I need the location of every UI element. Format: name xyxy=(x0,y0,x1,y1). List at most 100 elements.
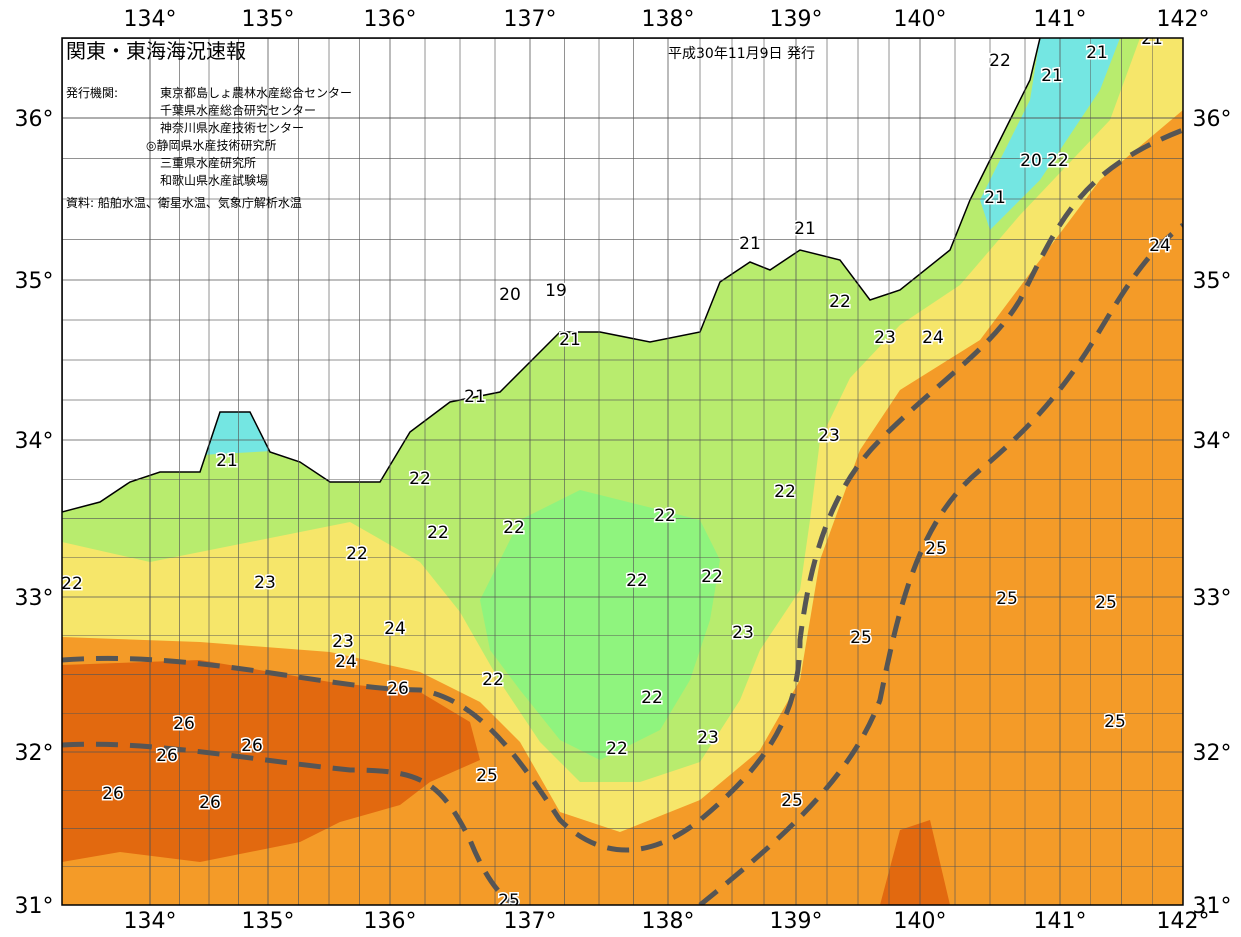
contour-label: 22 xyxy=(701,567,723,587)
current-axis xyxy=(698,223,1183,905)
axis-labels: 134° 134° 135° 135° 136° 136° 137° 137° 138° 138°… xyxy=(15,7,1232,934)
land xyxy=(62,38,1041,513)
contour-label: 25 xyxy=(498,891,520,911)
contour-label: 21 xyxy=(559,330,581,350)
contour-label: 19 xyxy=(545,281,567,301)
contour-label: 23 xyxy=(332,632,354,652)
contour-label: 24 xyxy=(384,619,406,639)
contour-label: 22 xyxy=(774,482,796,502)
agencies-label: 発行機関: xyxy=(66,85,118,100)
contour-label: 26 xyxy=(173,714,195,734)
contour-label: 25 xyxy=(996,589,1018,609)
lat-label: 33° xyxy=(1193,586,1232,611)
contour-label: 21 xyxy=(1041,66,1063,86)
contour-label: 24 xyxy=(335,652,357,672)
lat-label: 35° xyxy=(1193,269,1232,294)
agency: 神奈川県水産技術センター xyxy=(160,120,304,135)
contour-label: 25 xyxy=(850,628,872,648)
lat-label: 33° xyxy=(15,586,54,611)
contour-label: 22 xyxy=(989,51,1011,71)
contour-label: 23 xyxy=(254,573,276,593)
contour-label: 22 xyxy=(626,571,648,591)
contour-label: 22 xyxy=(427,523,449,543)
agencies: 東京都島しょ農林水産総合センター千葉県水産総合研究センター神奈川県水産技術センタ… xyxy=(146,85,352,188)
lon-label: 135° xyxy=(242,909,295,934)
lon-label: 139° xyxy=(770,7,823,32)
contour-label: 24 xyxy=(1149,236,1171,256)
contour-label: 21 xyxy=(1086,43,1108,63)
lon-label: 134° xyxy=(124,909,177,934)
contour-label: 25 xyxy=(1095,593,1117,613)
lat-label: 35° xyxy=(15,269,54,294)
contour-label: 23 xyxy=(874,328,896,348)
contour-label: 21 xyxy=(216,451,238,471)
lat-label: 36° xyxy=(15,107,54,132)
cool-water xyxy=(480,490,720,760)
lon-label: 136° xyxy=(364,909,417,934)
contour-label: 21 xyxy=(739,234,761,254)
contour-label: 26 xyxy=(241,736,263,756)
lon-label: 134° xyxy=(124,7,177,32)
lon-label: 142° xyxy=(1157,7,1210,32)
contour-label: 25 xyxy=(925,539,947,559)
contour-label: 21 xyxy=(794,219,816,239)
contour-label: 25 xyxy=(476,766,498,786)
lat-label: 32° xyxy=(1193,741,1232,766)
lon-label: 140° xyxy=(894,909,947,934)
contour-label: 26 xyxy=(102,784,124,804)
agency: 東京都島しょ農林水産総合センター xyxy=(160,85,352,100)
lat-label: 34° xyxy=(1193,429,1232,454)
contour-label: 25 xyxy=(1104,712,1126,732)
source: 資料: 船舶水温、衛星水温、気象庁解析水温 xyxy=(66,195,302,210)
lon-label: 141° xyxy=(1034,909,1087,934)
cold-water xyxy=(980,38,1120,230)
lon-label: 141° xyxy=(1034,7,1087,32)
contour-label: 23 xyxy=(732,623,754,643)
contour-label: 24 xyxy=(922,328,944,348)
contour-label: 22 xyxy=(482,670,504,690)
frame xyxy=(61,37,1184,906)
contour-label: 22 xyxy=(654,506,676,526)
contour-label: 26 xyxy=(387,679,409,699)
contour-label: 22 xyxy=(641,688,663,708)
contour-label: 22 xyxy=(346,544,368,564)
lon-label: 137° xyxy=(504,7,557,32)
agency: 千葉県水産総合研究センター xyxy=(160,103,316,118)
contour-label: 22 xyxy=(1047,151,1069,171)
lon-label: 139° xyxy=(770,909,823,934)
contour-label: 22 xyxy=(61,574,83,594)
contour-label: 22 xyxy=(606,739,628,759)
contour-label: 22 xyxy=(503,518,525,538)
lon-label: 138° xyxy=(642,909,695,934)
contour-label: 26 xyxy=(156,746,178,766)
agency: ◎静岡県水産技術研究所 xyxy=(146,138,276,153)
lat-label: 32° xyxy=(15,741,54,766)
contour-label: 21 xyxy=(984,188,1006,208)
current-axis xyxy=(62,741,521,905)
contour-label: 22 xyxy=(829,292,851,312)
contour-label: 23 xyxy=(818,426,840,446)
contour-label: 21 xyxy=(1141,29,1163,49)
agency: 和歌山県水産試験場 xyxy=(160,173,268,188)
contour-label: 21 xyxy=(464,387,486,407)
contour-label: 20 xyxy=(499,285,521,305)
date: 平成30年11月9日 発行 xyxy=(668,46,815,62)
lon-label: 142° xyxy=(1157,909,1210,934)
lon-label: 138° xyxy=(642,7,695,32)
lat-label: 31° xyxy=(15,894,54,919)
lon-label: 135° xyxy=(242,7,295,32)
title: 関東・東海海況速報 xyxy=(66,39,246,63)
lat-label: 34° xyxy=(15,429,54,454)
lon-label: 140° xyxy=(894,7,947,32)
warmest-water xyxy=(880,820,950,905)
contour-label: 23 xyxy=(697,728,719,748)
grid xyxy=(62,38,1183,905)
contour-label: 25 xyxy=(781,791,803,811)
contour-label: 26 xyxy=(199,793,221,813)
contour-label: 20 xyxy=(1020,151,1042,171)
contour-label: 22 xyxy=(409,469,431,489)
current-axis xyxy=(62,127,1183,853)
